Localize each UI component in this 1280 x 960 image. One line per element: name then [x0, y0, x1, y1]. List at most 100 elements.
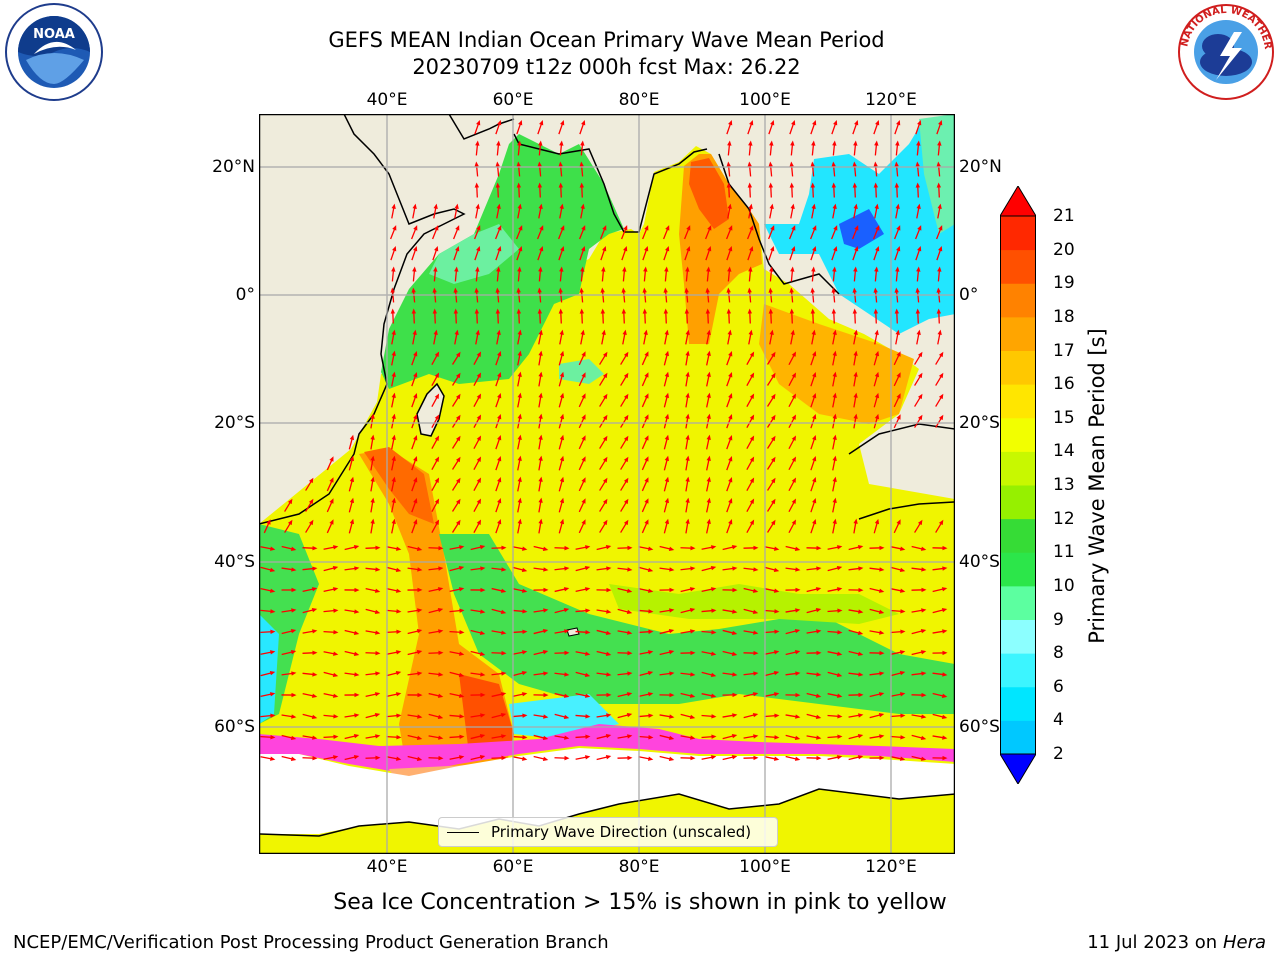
wave-direction-arrow	[599, 456, 608, 470]
wave-direction-arrow	[451, 435, 461, 449]
wave-direction-arrow	[722, 734, 738, 740]
wave-direction-arrow	[743, 755, 759, 761]
wave-direction-arrow	[260, 650, 276, 655]
wave-direction-arrow	[578, 225, 586, 240]
wave-direction-arrow	[451, 519, 461, 533]
wave-direction-arrow	[764, 650, 780, 655]
wave-direction-arrow	[769, 266, 774, 282]
wave-direction-arrow	[323, 671, 339, 677]
wave-direction-arrow	[785, 629, 801, 635]
wave-direction-arrow	[685, 455, 690, 471]
wave-direction-arrow	[806, 587, 822, 593]
wave-direction-arrow	[580, 203, 585, 219]
wave-direction-arrow	[305, 477, 314, 491]
wave-direction-arrow	[578, 519, 586, 534]
wave-direction-arrow	[748, 203, 753, 219]
wave-direction-arrow	[685, 371, 690, 387]
wave-direction-arrow	[890, 650, 906, 655]
wave-direction-arrow	[344, 672, 360, 677]
wave-direction-arrow	[766, 519, 776, 533]
footer-branch: NCEP/EMC/Verification Post Processing Pr…	[13, 932, 609, 953]
wave-direction-arrow	[685, 497, 690, 513]
wave-direction-arrow	[936, 161, 941, 177]
wave-direction-arrow	[620, 393, 629, 407]
wave-direction-arrow	[936, 287, 941, 303]
wave-direction-arrow	[470, 734, 486, 740]
wave-direction-arrow	[512, 671, 528, 677]
wave-direction-arrow	[746, 456, 755, 471]
wave-direction-arrow	[600, 245, 607, 261]
wave-direction-arrow	[932, 545, 948, 551]
wave-direction-arrow	[932, 713, 948, 719]
wave-direction-arrow	[470, 629, 486, 635]
wave-direction-arrow	[764, 566, 780, 572]
wave-direction-arrow	[722, 713, 738, 718]
wave-direction-arrow	[810, 455, 817, 471]
wave-direction-arrow	[432, 245, 439, 261]
wave-direction-arrow	[726, 393, 733, 408]
wave-direction-arrow	[596, 692, 612, 698]
wave-direction-arrow	[769, 329, 774, 345]
wave-direction-arrow	[517, 413, 522, 429]
wave-direction-arrow	[348, 518, 355, 534]
wave-direction-arrow	[533, 692, 549, 698]
wave-direction-arrow	[890, 692, 906, 697]
wave-direction-arrow	[853, 392, 858, 408]
wave-direction-arrow	[893, 393, 901, 408]
wave-direction-arrow	[391, 266, 396, 282]
wave-direction-arrow	[451, 498, 461, 512]
wave-direction-arrow	[596, 734, 612, 740]
wave-direction-arrow	[538, 518, 543, 534]
wave-direction-arrow	[620, 225, 628, 240]
wave-direction-arrow	[764, 671, 780, 677]
wave-direction-arrow	[473, 393, 482, 408]
tick-left-20s: 20°S	[214, 413, 255, 433]
wave-direction-arrow	[516, 308, 522, 324]
wave-direction-arrow	[578, 414, 586, 429]
wave-direction-arrow	[470, 566, 486, 571]
wave-direction-arrow	[323, 566, 339, 572]
wave-direction-arrow	[638, 566, 654, 572]
wave-direction-arrow	[810, 392, 817, 408]
wave-direction-arrow	[533, 587, 549, 593]
wave-direction-arrow	[558, 245, 565, 261]
wave-direction-arrow	[705, 287, 710, 303]
wave-direction-arrow	[302, 755, 318, 761]
wave-direction-arrow	[684, 308, 690, 324]
wave-direction-arrow	[766, 477, 776, 491]
wave-direction-arrow	[470, 650, 486, 656]
wave-direction-arrow	[428, 735, 444, 740]
colorbar-segment	[1000, 720, 1036, 755]
wave-direction-arrow	[407, 587, 423, 593]
wave-direction-arrow	[575, 566, 591, 572]
wave-direction-arrow	[533, 629, 549, 635]
wave-direction-arrow	[768, 119, 775, 135]
wave-direction-arrow	[831, 119, 838, 135]
wave-direction-arrow	[496, 140, 501, 156]
wave-direction-arrow	[621, 245, 628, 261]
wave-direction-arrow	[706, 455, 711, 471]
wave-direction-arrow	[869, 608, 885, 614]
wave-direction-arrow	[617, 671, 633, 676]
wave-direction-arrow	[746, 414, 755, 429]
wave-direction-arrow	[785, 692, 801, 698]
wave-direction-arrow	[491, 671, 507, 676]
wave-direction-arrow	[428, 629, 444, 634]
wave-direction-arrow	[890, 546, 906, 551]
wave-direction-arrow	[916, 203, 921, 219]
wave-direction-arrow	[832, 140, 837, 156]
wave-direction-arrow	[558, 182, 564, 198]
wave-direction-arrow	[260, 587, 276, 593]
wave-direction-arrow	[391, 371, 396, 387]
wave-direction-arrow	[853, 140, 858, 156]
wave-direction-arrow	[579, 119, 586, 135]
wave-direction-arrow	[832, 392, 837, 408]
wave-direction-arrow	[533, 755, 549, 761]
wave-direction-arrow	[391, 455, 396, 471]
wave-direction-arrow	[722, 672, 738, 677]
wave-direction-arrow	[641, 519, 649, 534]
colorbar-segment	[1000, 249, 1036, 284]
wave-direction-arrow	[746, 393, 755, 408]
wave-direction-arrow	[743, 630, 759, 635]
legend-line-swatch	[447, 831, 479, 833]
